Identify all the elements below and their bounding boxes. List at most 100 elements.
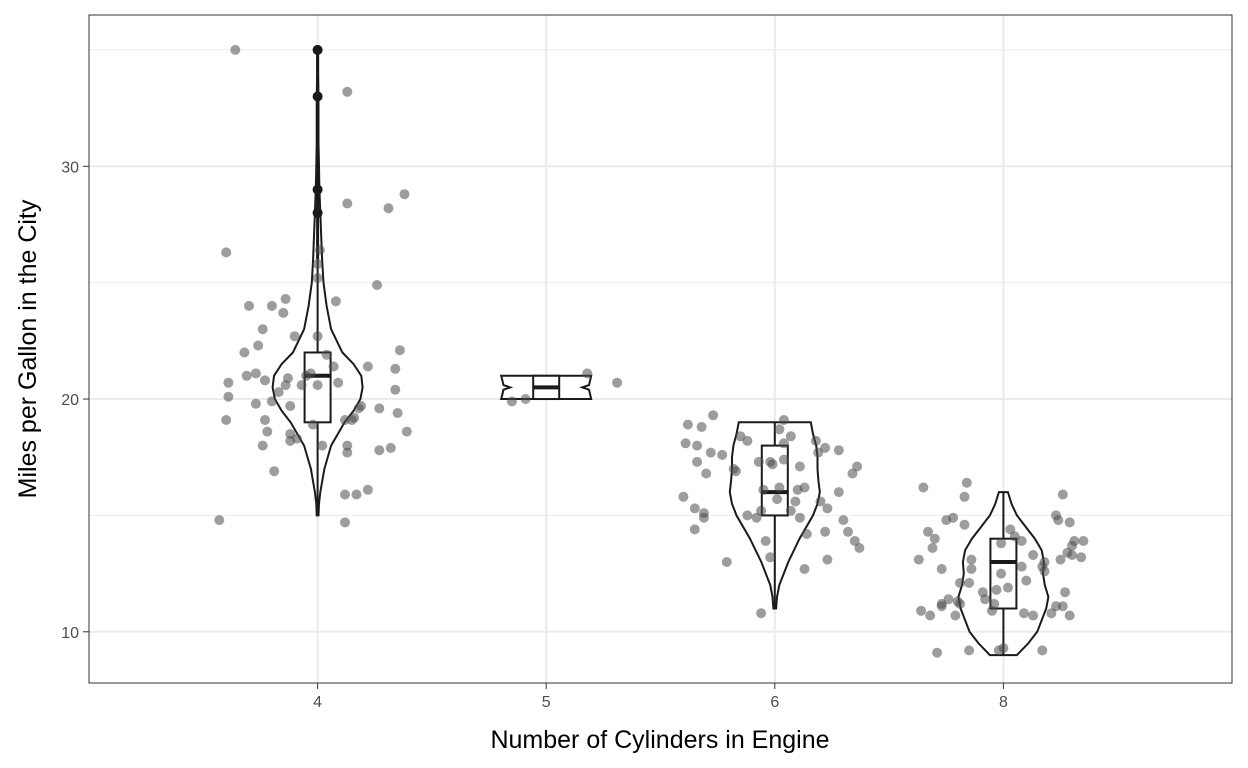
data-point [785,431,796,442]
data-point [815,496,826,507]
data-point [257,440,268,451]
data-point [959,491,970,502]
data-point [794,512,805,523]
data-point [582,368,593,379]
data-point [813,447,824,458]
data-point [351,489,362,500]
data-point [998,643,1009,654]
data-point [390,384,401,395]
data-point [1064,517,1075,528]
data-point [312,380,323,391]
data-point [399,189,410,200]
data-point [913,554,924,565]
data-point [1003,582,1013,593]
data-point [730,466,741,477]
data-point [383,203,394,214]
data-point [717,449,728,460]
outlier-point [312,44,323,55]
data-point [266,396,277,407]
data-point [964,645,975,656]
data-point [822,554,833,565]
data-point [689,524,700,535]
data-point [244,300,254,311]
data-point [241,370,252,381]
data-point [374,403,385,414]
data-point [721,557,732,567]
data-point [980,594,991,605]
data-point [612,377,623,388]
data-point [312,331,323,342]
data-point [929,533,940,544]
data-point [362,361,373,372]
data-point [385,442,396,453]
data-point [692,440,703,451]
x-tick-label: 8 [999,694,1008,711]
data-point [961,477,972,488]
data-point [362,484,373,495]
data-point [260,415,270,425]
data-point [296,380,307,391]
data-point [843,526,853,537]
data-point [372,280,382,290]
data-point [340,489,350,500]
data-point [342,440,353,451]
data-point [221,247,232,258]
data-point [330,296,341,307]
data-point [682,419,693,430]
data-point [317,440,328,451]
data-point [342,198,353,209]
data-point [506,396,517,407]
data-point [932,647,943,658]
data-point [964,577,975,588]
data-point [753,456,764,467]
data-point [838,515,849,526]
data-point [923,526,933,537]
data-point [250,368,261,379]
data-point [273,387,284,398]
data-point [760,536,771,546]
x-tick-label: 5 [542,694,551,711]
data-point [301,370,312,381]
data-point [328,361,339,372]
data-point [340,517,350,528]
data-point [1019,608,1029,619]
data-point [794,461,805,472]
data-point [742,435,753,446]
data-point [223,377,234,388]
data-point [948,512,959,523]
data-point [392,408,403,418]
plot-border [88,14,1233,684]
data-point [401,426,412,437]
data-point [918,482,929,493]
data-point [1028,550,1039,560]
data-point [936,564,947,574]
data-point [696,422,707,432]
outlier-point [312,184,323,195]
data-point [774,482,785,493]
x-axis-ticks: 4 5 6 8 [313,683,1008,711]
data-point [353,403,364,414]
data-point [239,347,250,358]
data-point [340,415,350,425]
data-point [959,519,970,530]
data-point [1016,536,1027,546]
data-point [346,415,357,425]
data-point [966,564,977,574]
data-point [758,484,769,495]
data-point [936,601,947,612]
x-tick-label: 6 [770,694,779,711]
data-point [257,324,268,335]
data-point [221,415,232,425]
data-point [1076,552,1087,563]
data-point [751,512,762,523]
data-point [799,564,810,574]
data-point [394,345,405,356]
data-point [708,410,719,421]
data-point [1055,554,1066,565]
data-point [705,447,716,458]
data-point [292,433,302,444]
data-point [833,487,844,498]
data-point [214,515,225,526]
data-point [778,454,789,465]
